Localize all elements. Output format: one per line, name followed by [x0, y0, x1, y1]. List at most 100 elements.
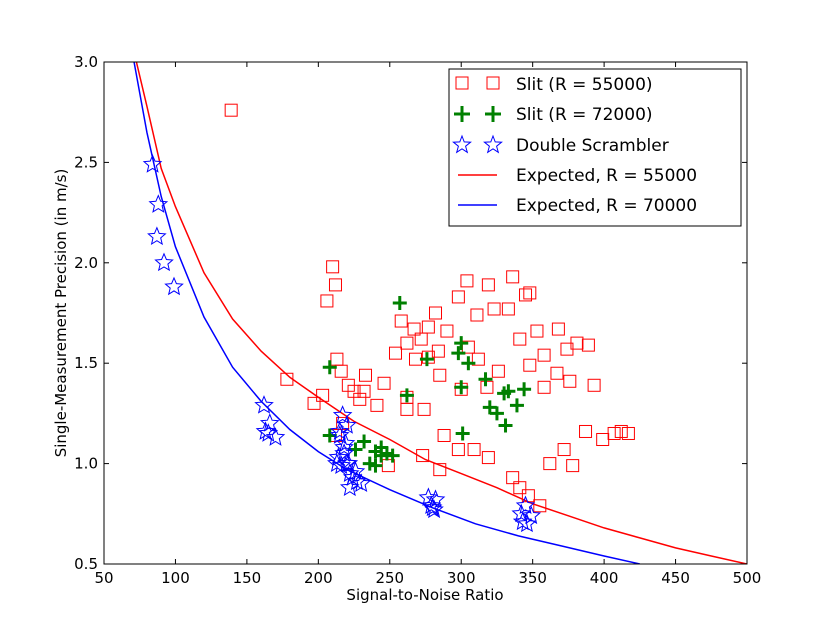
data-point-square — [471, 352, 485, 366]
data-point-square — [550, 366, 564, 380]
data-point-square — [557, 443, 571, 457]
legend-plus-marker — [454, 106, 470, 122]
data-point-square — [224, 103, 238, 117]
data-point-square — [481, 451, 495, 465]
data-point-square — [433, 463, 447, 477]
data-point-square — [533, 499, 547, 513]
data-point-plus — [385, 448, 400, 463]
y-tick-label: 1.5 — [74, 354, 98, 372]
data-point-square — [513, 481, 527, 495]
x-axis-label: Signal-to-Noise Ratio — [346, 586, 503, 604]
data-point-plus — [501, 384, 516, 399]
data-points — [142, 103, 635, 533]
x-tick-label: 100 — [161, 569, 190, 587]
data-point-square — [460, 274, 474, 288]
data-point-plus — [509, 398, 524, 413]
y-tick-label: 2.0 — [74, 254, 98, 272]
legend-entry-slit-72000: Slit (R = 72000) — [454, 105, 653, 125]
expected-curve — [135, 62, 747, 564]
data-point-star — [342, 467, 363, 486]
data-point-square — [326, 260, 340, 274]
data-point-square — [579, 424, 593, 438]
y-tick-label: 0.5 — [74, 555, 98, 573]
data-point-star — [345, 461, 366, 480]
x-tick-label: 400 — [590, 569, 619, 587]
data-point-plus — [419, 352, 434, 367]
data-point-star — [142, 154, 163, 173]
y-tick-label: 1.0 — [74, 455, 98, 473]
data-point-square — [316, 388, 330, 402]
data-point-square — [481, 278, 495, 292]
legend-entry-double-scrambler: Double Scrambler — [452, 134, 669, 156]
data-point-square — [451, 443, 465, 457]
data-point-square — [513, 332, 527, 346]
data-point-square — [621, 426, 635, 440]
data-point-plus — [517, 382, 532, 397]
data-point-square — [433, 368, 447, 382]
data-point-square — [523, 358, 537, 372]
data-point-square — [467, 443, 481, 457]
data-point-square — [521, 489, 535, 503]
data-point-square — [566, 459, 580, 473]
data-point-square — [429, 306, 443, 320]
x-tick-label: 250 — [375, 569, 404, 587]
x-axis: 50 100 150 200 250 300 350 400 450 500 — [94, 62, 761, 587]
data-point-plus — [489, 406, 504, 421]
data-point-square — [506, 270, 520, 284]
data-point-plus — [451, 346, 466, 361]
data-point-star — [334, 443, 354, 462]
data-point-star — [521, 505, 542, 525]
data-point-square — [407, 322, 421, 336]
data-point-star — [512, 511, 533, 531]
legend-square-marker — [486, 76, 500, 90]
data-point-square — [353, 392, 367, 406]
data-point-star — [332, 405, 353, 424]
data-point-square — [501, 302, 515, 316]
data-point-square — [563, 374, 577, 388]
legend-label-double-scrambler: Double Scrambler — [516, 136, 669, 156]
data-point-star — [329, 421, 350, 440]
legend-square-marker — [455, 76, 469, 90]
data-point-star — [334, 437, 354, 456]
x-tick-label: 450 — [661, 569, 690, 587]
data-point-square — [370, 398, 384, 412]
expected-curve — [133, 62, 640, 564]
data-point-square — [334, 364, 348, 378]
data-point-plus — [478, 372, 493, 387]
data-point-square — [357, 384, 371, 398]
legend-label-expected-70000: Expected, R = 70000 — [516, 196, 697, 216]
data-point-plus — [357, 434, 372, 449]
data-point-square — [587, 378, 601, 392]
data-point-star — [418, 487, 439, 507]
legend-entry-expected-70000: Expected, R = 70000 — [458, 196, 697, 216]
data-point-square — [506, 471, 520, 485]
data-point-square — [416, 449, 430, 463]
data-point-star — [424, 499, 444, 519]
data-point-square — [523, 286, 537, 300]
data-point-square — [437, 428, 451, 442]
x-tick-label: 150 — [233, 569, 262, 587]
data-point-square — [537, 380, 551, 394]
data-point-plus — [498, 418, 513, 433]
data-point-plus — [454, 336, 469, 351]
data-point-square — [614, 424, 628, 438]
data-point-square — [487, 302, 501, 316]
data-point-square — [328, 278, 342, 292]
data-point-square — [388, 346, 402, 360]
legend-star-marker — [483, 134, 503, 154]
data-point-square — [537, 348, 551, 362]
data-point-square — [451, 290, 465, 304]
data-point-plus — [399, 388, 414, 403]
data-point-plus — [392, 295, 407, 310]
legend-label-slit-55000: Slit (R = 55000) — [516, 75, 653, 95]
data-point-square — [400, 336, 414, 350]
x-tick-label: 50 — [94, 569, 113, 587]
data-point-star — [422, 497, 443, 517]
y-tick-label: 3.0 — [74, 53, 98, 71]
data-point-square — [421, 320, 435, 334]
data-point-square — [581, 338, 595, 352]
legend-label-slit-72000: Slit (R = 72000) — [516, 105, 653, 125]
data-point-star — [339, 477, 360, 497]
data-point-square — [470, 308, 484, 322]
data-point-square — [341, 378, 355, 392]
